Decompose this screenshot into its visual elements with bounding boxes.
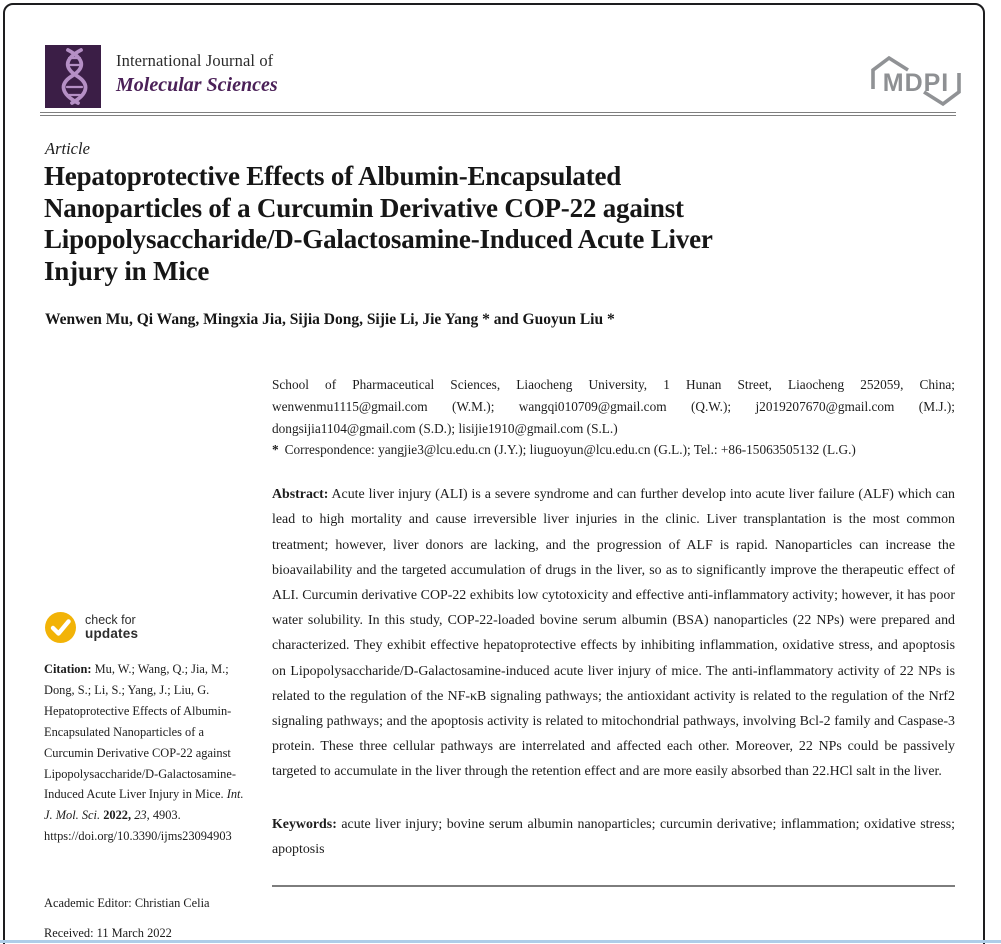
- citation-block: Citation: Mu, W.; Wang, Q.; Jia, M.; Don…: [44, 659, 252, 847]
- journal-name: International Journal of Molecular Scien…: [116, 51, 278, 96]
- check-for-updates-badge[interactable]: check for updates: [44, 611, 138, 644]
- citation-journal-abbrev: Int. J. Mol. Sci.: [44, 787, 244, 823]
- keywords-text: acute liver injury; bovine serum albumin…: [272, 816, 955, 857]
- journal-dna-logo-icon: [45, 45, 101, 108]
- abstract-label: Abstract:: [272, 487, 329, 503]
- received-date-line: Received: 11 March 2022: [44, 926, 172, 940]
- keywords-paragraph: Keywords: acute liver injury; bovine ser…: [272, 812, 955, 862]
- citation-pages-doi: 4903. https://doi.org/10.3390/ijms230949…: [44, 808, 232, 844]
- correspondence-line: * Correspondence: yangjie3@lcu.edu.cn (J.…: [272, 439, 955, 461]
- viewport-bottom-edge: [0, 940, 1001, 943]
- journal-name-line1: International Journal of: [116, 51, 274, 70]
- abstract-text: Acute liver injury (ALI) is a severe syn…: [272, 487, 955, 780]
- citation-year: 2022,: [103, 808, 132, 823]
- affiliation-text: School of Pharmaceutical Sciences, Liaoc…: [272, 377, 955, 436]
- header-divider: [40, 112, 956, 116]
- article-type-label: Article: [45, 139, 90, 158]
- citation-label: Citation:: [44, 662, 92, 676]
- citation-body: Mu, W.; Wang, Q.; Jia, M.; Dong, S.; Li,…: [44, 662, 236, 802]
- correspondence-text: Correspondence: yangjie3@lcu.edu.cn (J.Y…: [284, 442, 856, 458]
- authors-line: Wenwen Mu, Qi Wang, Mingxia Jia, Sijia D…: [45, 311, 615, 328]
- abstract-paragraph: Abstract: Acute liver injury (ALI) is a …: [272, 482, 955, 784]
- keywords-label: Keywords:: [272, 816, 337, 832]
- svg-text:MDPI: MDPI: [883, 69, 950, 97]
- citation-volume: 23,: [134, 808, 150, 823]
- academic-editor-line: Academic Editor: Christian Celia: [44, 896, 210, 910]
- correspondence-marker: *: [272, 442, 279, 458]
- main-column: School of Pharmaceutical Sciences, Liaoc…: [272, 374, 955, 887]
- journal-name-line2: Molecular Sciences: [116, 73, 278, 96]
- mdpi-logo-icon: MDPI: [871, 55, 961, 107]
- article-title: Hepatoprotective Effects of Albumin-Enca…: [44, 161, 713, 286]
- keywords-divider: [272, 884, 955, 887]
- check-for-updates-label: check for updates: [85, 612, 139, 641]
- check-icon: [45, 612, 76, 643]
